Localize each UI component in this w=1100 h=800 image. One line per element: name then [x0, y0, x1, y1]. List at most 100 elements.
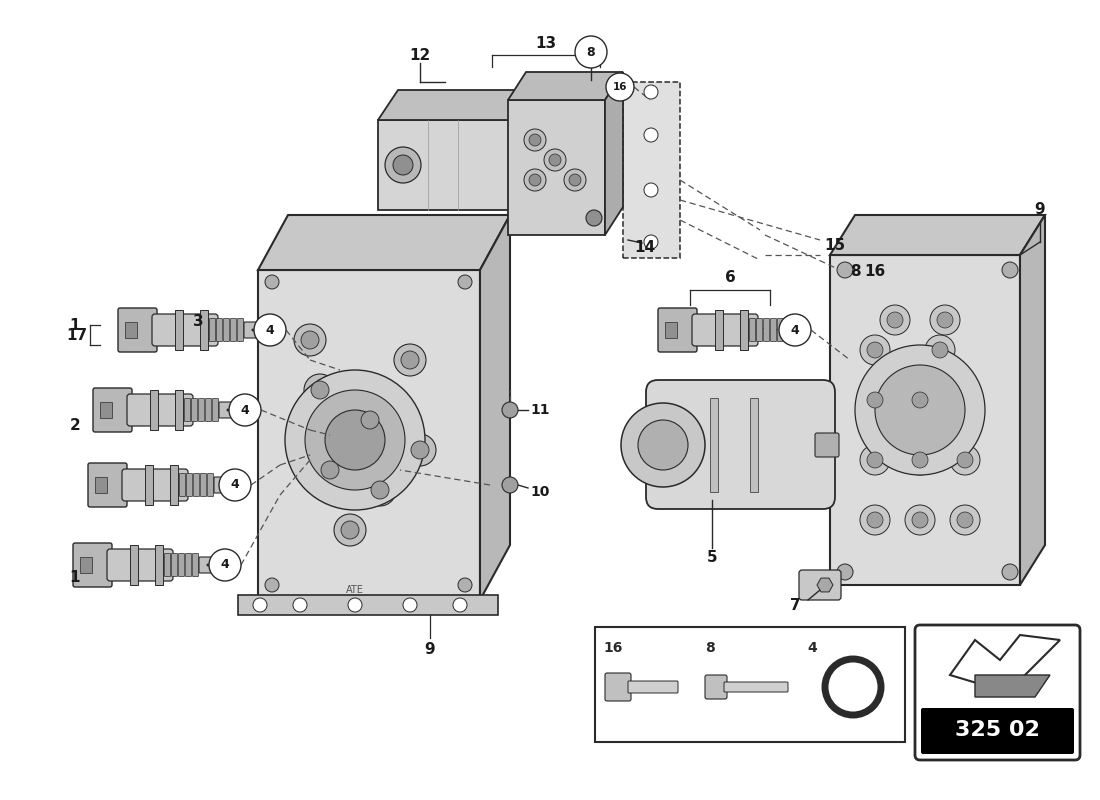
FancyBboxPatch shape	[757, 318, 762, 342]
Circle shape	[385, 147, 421, 183]
Polygon shape	[750, 398, 758, 492]
FancyBboxPatch shape	[705, 675, 727, 699]
Circle shape	[314, 454, 346, 486]
Polygon shape	[950, 635, 1060, 690]
Text: 7: 7	[790, 598, 801, 613]
Text: 8: 8	[705, 641, 715, 655]
FancyBboxPatch shape	[73, 543, 112, 587]
FancyBboxPatch shape	[126, 394, 192, 426]
Circle shape	[394, 344, 426, 376]
Circle shape	[227, 409, 230, 411]
FancyBboxPatch shape	[715, 310, 723, 350]
Text: 9: 9	[425, 642, 436, 658]
FancyBboxPatch shape	[646, 380, 835, 509]
Circle shape	[221, 483, 224, 486]
Circle shape	[905, 505, 935, 535]
Polygon shape	[238, 595, 498, 615]
Circle shape	[860, 335, 890, 365]
Circle shape	[867, 512, 883, 528]
Circle shape	[549, 154, 561, 166]
FancyBboxPatch shape	[187, 474, 192, 497]
FancyBboxPatch shape	[125, 322, 138, 338]
Circle shape	[779, 314, 811, 346]
Text: 8: 8	[586, 46, 595, 58]
Text: 16: 16	[603, 641, 623, 655]
Text: 4: 4	[791, 323, 800, 337]
Polygon shape	[710, 398, 718, 492]
Text: 16: 16	[865, 265, 886, 279]
Polygon shape	[508, 100, 605, 235]
Circle shape	[334, 514, 366, 546]
Circle shape	[311, 381, 329, 399]
Circle shape	[1002, 262, 1018, 278]
Circle shape	[950, 445, 980, 475]
Circle shape	[644, 128, 658, 142]
Circle shape	[529, 174, 541, 186]
FancyBboxPatch shape	[145, 465, 153, 505]
Polygon shape	[975, 675, 1050, 697]
Text: 10: 10	[530, 485, 550, 499]
FancyBboxPatch shape	[172, 554, 177, 577]
Circle shape	[348, 598, 362, 612]
Circle shape	[371, 481, 389, 499]
Circle shape	[575, 36, 607, 68]
Text: 15: 15	[824, 238, 846, 253]
Circle shape	[404, 434, 436, 466]
Circle shape	[502, 477, 518, 493]
Circle shape	[912, 512, 928, 528]
Circle shape	[1002, 564, 1018, 580]
Circle shape	[301, 331, 319, 349]
FancyBboxPatch shape	[915, 625, 1080, 760]
Circle shape	[855, 345, 984, 475]
Circle shape	[606, 73, 634, 101]
FancyBboxPatch shape	[155, 545, 163, 585]
Polygon shape	[510, 90, 530, 210]
FancyBboxPatch shape	[921, 708, 1074, 754]
Text: 325 02: 325 02	[955, 720, 1040, 740]
FancyBboxPatch shape	[178, 554, 185, 577]
FancyBboxPatch shape	[666, 322, 676, 338]
FancyBboxPatch shape	[692, 314, 758, 346]
Circle shape	[207, 563, 209, 566]
Circle shape	[229, 394, 261, 426]
Circle shape	[529, 134, 541, 146]
Text: 3: 3	[192, 314, 204, 330]
Text: 1: 1	[69, 318, 80, 333]
Circle shape	[638, 420, 688, 470]
FancyBboxPatch shape	[219, 402, 239, 418]
Circle shape	[324, 410, 385, 470]
FancyBboxPatch shape	[244, 322, 264, 338]
FancyBboxPatch shape	[122, 469, 188, 501]
Circle shape	[867, 452, 883, 468]
Text: 2: 2	[69, 418, 80, 433]
FancyBboxPatch shape	[208, 474, 213, 497]
FancyBboxPatch shape	[749, 318, 756, 342]
Circle shape	[254, 314, 286, 346]
Circle shape	[354, 404, 386, 436]
Circle shape	[402, 351, 419, 369]
Text: 14: 14	[635, 241, 656, 255]
Circle shape	[867, 392, 883, 408]
FancyBboxPatch shape	[214, 477, 234, 493]
Text: 6: 6	[725, 270, 736, 286]
Circle shape	[524, 129, 546, 151]
FancyBboxPatch shape	[175, 310, 183, 350]
FancyBboxPatch shape	[605, 673, 631, 701]
Circle shape	[341, 521, 359, 539]
FancyBboxPatch shape	[191, 398, 198, 422]
Circle shape	[321, 461, 339, 479]
Polygon shape	[1020, 215, 1045, 585]
FancyBboxPatch shape	[763, 318, 770, 342]
Text: ATE: ATE	[346, 585, 364, 595]
FancyBboxPatch shape	[170, 465, 178, 505]
Circle shape	[252, 329, 254, 331]
FancyBboxPatch shape	[799, 570, 842, 600]
Polygon shape	[378, 90, 530, 120]
Text: 11: 11	[530, 403, 550, 417]
FancyBboxPatch shape	[100, 402, 112, 418]
Circle shape	[905, 445, 935, 475]
Circle shape	[874, 365, 965, 455]
FancyBboxPatch shape	[238, 318, 243, 342]
FancyBboxPatch shape	[770, 318, 777, 342]
Circle shape	[912, 452, 928, 468]
